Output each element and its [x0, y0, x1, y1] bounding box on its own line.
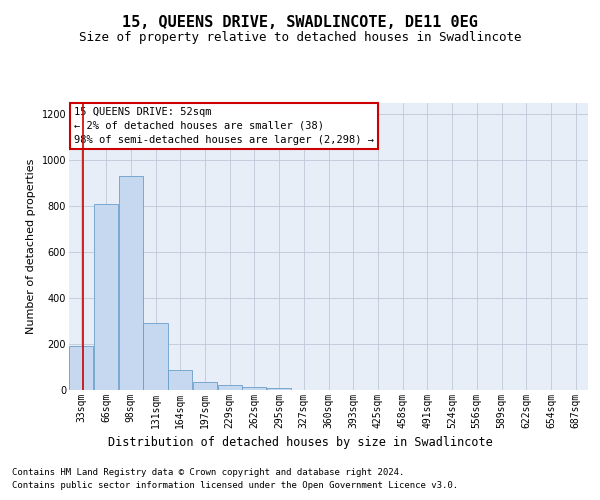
Bar: [193, 382, 217, 390]
Y-axis label: Number of detached properties: Number of detached properties: [26, 158, 36, 334]
Text: Contains public sector information licensed under the Open Government Licence v3: Contains public sector information licen…: [12, 480, 458, 490]
Bar: [69, 346, 94, 390]
Bar: [94, 204, 118, 390]
Text: Size of property relative to detached houses in Swadlincote: Size of property relative to detached ho…: [79, 31, 521, 44]
Text: 15 QUEENS DRIVE: 52sqm
← 2% of detached houses are smaller (38)
98% of semi-deta: 15 QUEENS DRIVE: 52sqm ← 2% of detached …: [74, 107, 374, 145]
Bar: [267, 388, 291, 390]
Bar: [242, 386, 266, 390]
Bar: [168, 370, 193, 390]
Bar: [143, 324, 167, 390]
Text: Contains HM Land Registry data © Crown copyright and database right 2024.: Contains HM Land Registry data © Crown c…: [12, 468, 404, 477]
Text: 15, QUEENS DRIVE, SWADLINCOTE, DE11 0EG: 15, QUEENS DRIVE, SWADLINCOTE, DE11 0EG: [122, 15, 478, 30]
Bar: [119, 176, 143, 390]
Bar: [218, 386, 242, 390]
Text: Distribution of detached houses by size in Swadlincote: Distribution of detached houses by size …: [107, 436, 493, 449]
